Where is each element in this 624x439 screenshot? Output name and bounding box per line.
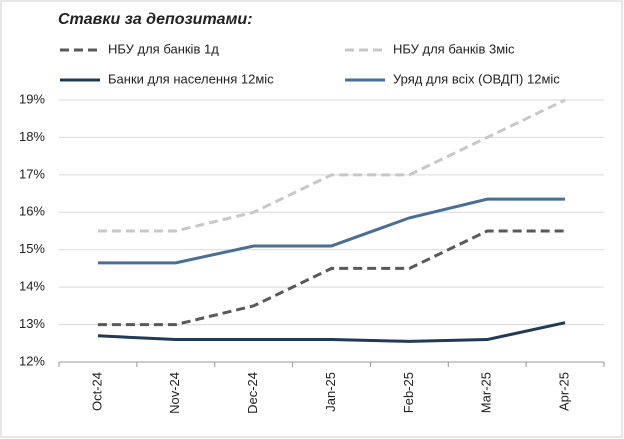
y-tick-label: 13%	[19, 316, 45, 331]
y-tick-label: 14%	[19, 279, 45, 294]
y-tick-label: 15%	[19, 241, 45, 256]
series-line	[97, 98, 566, 233]
x-tick-label: Oct-24	[89, 372, 104, 411]
y-tick-label: 19%	[19, 91, 45, 106]
series-line	[97, 197, 566, 265]
series-line	[97, 321, 566, 343]
legend-label: Уряд для всіх (ОВДП) 12міс	[393, 71, 560, 86]
y-tick-label: 17%	[19, 166, 45, 181]
chart-title: Ставки за депозитами:	[58, 11, 253, 28]
y-tick-label: 16%	[19, 204, 45, 219]
series-line	[97, 229, 566, 327]
x-tick-label: Jan-25	[323, 372, 338, 412]
x-tick-label: Dec-24	[245, 372, 260, 414]
legend-label: НБУ для банків 3міс	[393, 41, 515, 56]
legend-label: НБУ для банків 1д	[108, 41, 219, 56]
x-tick-label: Mar-25	[479, 372, 494, 413]
x-tick-label: Feb-25	[401, 372, 416, 413]
x-tick-label: Apr-25	[557, 372, 572, 411]
legend-label: Банки для населення 12міс	[108, 71, 274, 86]
x-tick-label: Nov-24	[167, 372, 182, 414]
y-tick-label: 12%	[19, 353, 45, 368]
y-tick-label: 18%	[19, 129, 45, 144]
